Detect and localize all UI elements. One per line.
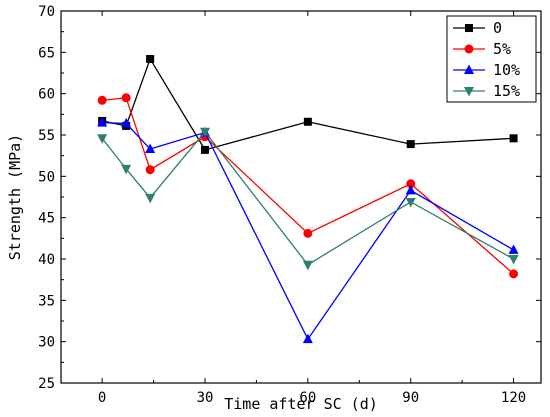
data-point <box>145 165 155 175</box>
y-tick-label: 65 <box>38 45 55 61</box>
data-point <box>97 134 108 144</box>
data-point <box>509 134 518 143</box>
legend-label: 10% <box>493 61 520 79</box>
y-tick-label: 25 <box>38 376 55 392</box>
x-tick-label: 30 <box>197 390 214 406</box>
data-point <box>405 184 416 195</box>
data-point <box>97 117 108 127</box>
y-tick-label: 35 <box>38 293 55 309</box>
data-point <box>121 117 132 128</box>
data-point <box>405 197 416 208</box>
data-point <box>406 179 416 189</box>
axes: 0 30 60 90 120 25 30 35 40 45 50 55 60 65 70 <box>38 4 541 406</box>
legend-marker <box>464 64 474 74</box>
legend-label: 5% <box>493 40 511 58</box>
y-axis-title: Strength (MPa) <box>6 134 24 260</box>
data-point <box>509 269 519 279</box>
data-point <box>201 145 209 154</box>
legend-marker <box>465 24 473 32</box>
x-tick-label: 0 <box>98 390 106 406</box>
data-point <box>303 117 312 126</box>
data-point <box>97 95 107 105</box>
data-point <box>145 193 156 204</box>
legend: 0 5% 10% 15% <box>446 15 537 103</box>
series-layer <box>97 54 519 344</box>
series-3 <box>97 127 519 271</box>
data-point <box>406 140 415 149</box>
data-point <box>303 228 313 238</box>
data-point <box>145 143 156 154</box>
y-tick-label: 55 <box>38 128 55 144</box>
x-tick-label: 120 <box>501 390 526 406</box>
data-point <box>302 333 313 344</box>
y-tick-label: 45 <box>38 211 55 227</box>
data-point <box>200 127 210 138</box>
legend-marker <box>464 87 474 97</box>
y-tick-label: 40 <box>38 252 55 268</box>
x-tick-label: 60 <box>299 390 316 406</box>
series-line <box>101 130 514 266</box>
y-tick-label: 30 <box>38 335 55 351</box>
legend-box <box>446 15 537 103</box>
y-tick-label: 70 <box>38 4 55 20</box>
y-tick-label: 50 <box>38 169 55 185</box>
x-tick-label: 90 <box>402 390 419 406</box>
x-axis-title: Time after SC (d) <box>224 395 378 413</box>
data-point <box>508 244 519 254</box>
legend-label: 15% <box>493 82 520 100</box>
data-point <box>508 255 519 265</box>
y-tick-label: 60 <box>38 87 55 103</box>
data-point <box>146 54 155 63</box>
legend-marker <box>464 44 474 54</box>
data-point <box>121 93 131 103</box>
data-point <box>121 164 132 175</box>
legend-label: 0 <box>493 19 502 37</box>
data-point <box>302 260 313 271</box>
